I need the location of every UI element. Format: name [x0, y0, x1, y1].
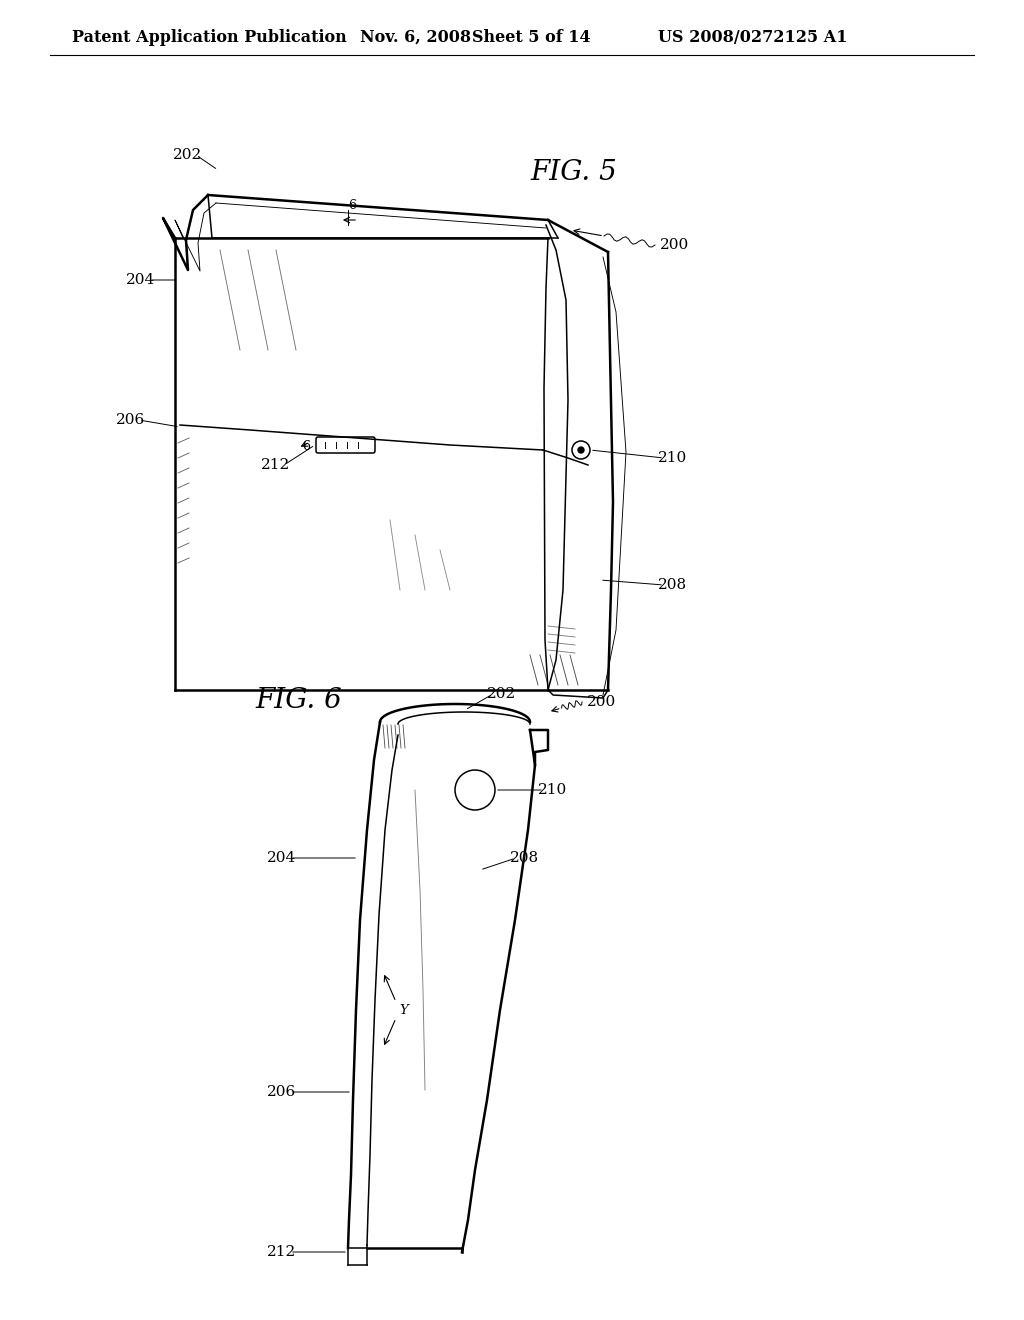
Text: 212: 212 — [266, 1245, 296, 1259]
Text: 200: 200 — [660, 238, 689, 252]
Text: 202: 202 — [173, 148, 202, 162]
Text: 206: 206 — [266, 1085, 296, 1100]
Text: 6: 6 — [302, 440, 310, 453]
Text: FIG. 6: FIG. 6 — [255, 686, 342, 714]
Text: US 2008/0272125 A1: US 2008/0272125 A1 — [658, 29, 848, 45]
Text: 200: 200 — [587, 696, 616, 709]
Text: 206: 206 — [116, 413, 145, 426]
Text: Y: Y — [399, 1003, 409, 1016]
Text: 204: 204 — [126, 273, 155, 286]
Text: 208: 208 — [658, 578, 687, 591]
Text: FIG. 5: FIG. 5 — [530, 158, 616, 186]
Text: 202: 202 — [487, 686, 516, 701]
Text: 212: 212 — [261, 458, 290, 473]
Text: Sheet 5 of 14: Sheet 5 of 14 — [472, 29, 591, 45]
Text: 6: 6 — [348, 199, 356, 213]
Text: 210: 210 — [538, 783, 567, 797]
Circle shape — [578, 447, 584, 453]
Text: 204: 204 — [266, 851, 296, 865]
Text: 208: 208 — [510, 851, 539, 865]
Text: Patent Application Publication: Patent Application Publication — [72, 29, 347, 45]
Text: Nov. 6, 2008: Nov. 6, 2008 — [360, 29, 471, 45]
Text: 210: 210 — [658, 451, 687, 465]
